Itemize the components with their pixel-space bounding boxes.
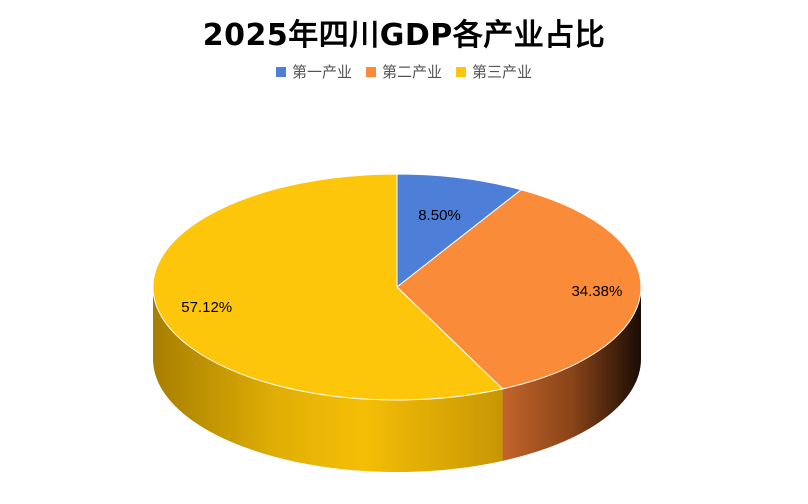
data-label-primary: 8.50%	[418, 207, 461, 224]
data-label-tertiary: 57.12%	[181, 299, 232, 316]
pie-slice-primary[interactable]	[396, 173, 523, 289]
legend-item-secondary[interactable]: 第二产业	[365, 61, 442, 82]
legend-swatch-tertiary	[456, 66, 466, 77]
data-label-secondary: 34.38%	[571, 283, 622, 300]
legend-label-secondary: 第二产业	[381, 63, 442, 81]
legend-swatch-primary	[275, 66, 286, 77]
pie-side-secondary	[502, 287, 641, 461]
legend-label-primary: 第一产业	[291, 63, 352, 81]
pie-side-tertiary	[153, 287, 503, 472]
pie-slice-secondary[interactable]	[396, 189, 642, 390]
chart-legend: 第一产业 第二产业 第三产业	[0, 61, 808, 82]
legend-swatch-secondary	[365, 66, 376, 77]
legend-item-primary[interactable]: 第一产业	[275, 61, 352, 82]
chart-title: 2025年四川GDP各产业占比	[202, 18, 606, 53]
legend-item-tertiary[interactable]: 第三产业	[456, 61, 532, 82]
pie-slice-tertiary[interactable]	[152, 173, 504, 401]
legend-label-tertiary: 第三产业	[472, 63, 533, 81]
